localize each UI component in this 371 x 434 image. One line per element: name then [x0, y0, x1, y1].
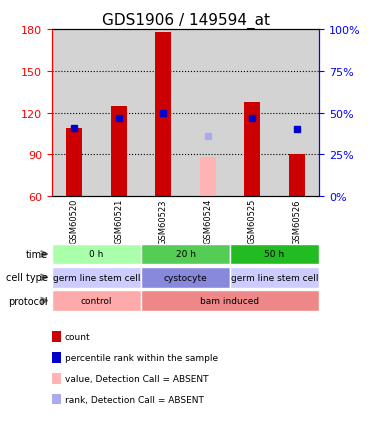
Text: GSM60523: GSM60523 — [159, 199, 168, 244]
Text: GSM60526: GSM60526 — [292, 199, 301, 244]
Bar — [244, 102, 260, 196]
Text: germ line stem cell: germ line stem cell — [53, 273, 140, 282]
Text: 50 h: 50 h — [265, 250, 285, 259]
Text: bam induced: bam induced — [200, 296, 260, 306]
Title: GDS1906 / 149594_at: GDS1906 / 149594_at — [102, 13, 269, 29]
FancyBboxPatch shape — [230, 244, 319, 265]
Text: protocol: protocol — [9, 296, 48, 306]
FancyBboxPatch shape — [141, 290, 319, 311]
Text: GSM60520: GSM60520 — [70, 199, 79, 244]
Text: rank, Detection Call = ABSENT: rank, Detection Call = ABSENT — [65, 395, 204, 404]
Bar — [200, 158, 216, 196]
Text: control: control — [81, 296, 112, 306]
Text: 0 h: 0 h — [89, 250, 104, 259]
Text: percentile rank within the sample: percentile rank within the sample — [65, 353, 218, 362]
Text: cystocyte: cystocyte — [164, 273, 207, 282]
FancyBboxPatch shape — [52, 267, 141, 288]
Text: GSM60524: GSM60524 — [203, 199, 212, 244]
FancyBboxPatch shape — [141, 267, 230, 288]
Text: germ line stem cell: germ line stem cell — [231, 273, 318, 282]
Text: GSM60521: GSM60521 — [114, 199, 123, 244]
Text: count: count — [65, 332, 91, 341]
Text: time: time — [26, 250, 48, 260]
FancyBboxPatch shape — [52, 290, 141, 311]
Text: value, Detection Call = ABSENT: value, Detection Call = ABSENT — [65, 374, 209, 383]
FancyBboxPatch shape — [52, 244, 141, 265]
Bar — [155, 33, 171, 196]
Text: cell type: cell type — [6, 273, 48, 283]
Bar — [66, 128, 82, 196]
Bar — [111, 106, 127, 196]
FancyBboxPatch shape — [141, 244, 230, 265]
Bar — [289, 155, 305, 196]
Text: 20 h: 20 h — [175, 250, 196, 259]
FancyBboxPatch shape — [230, 267, 319, 288]
Text: GSM60525: GSM60525 — [248, 199, 257, 244]
